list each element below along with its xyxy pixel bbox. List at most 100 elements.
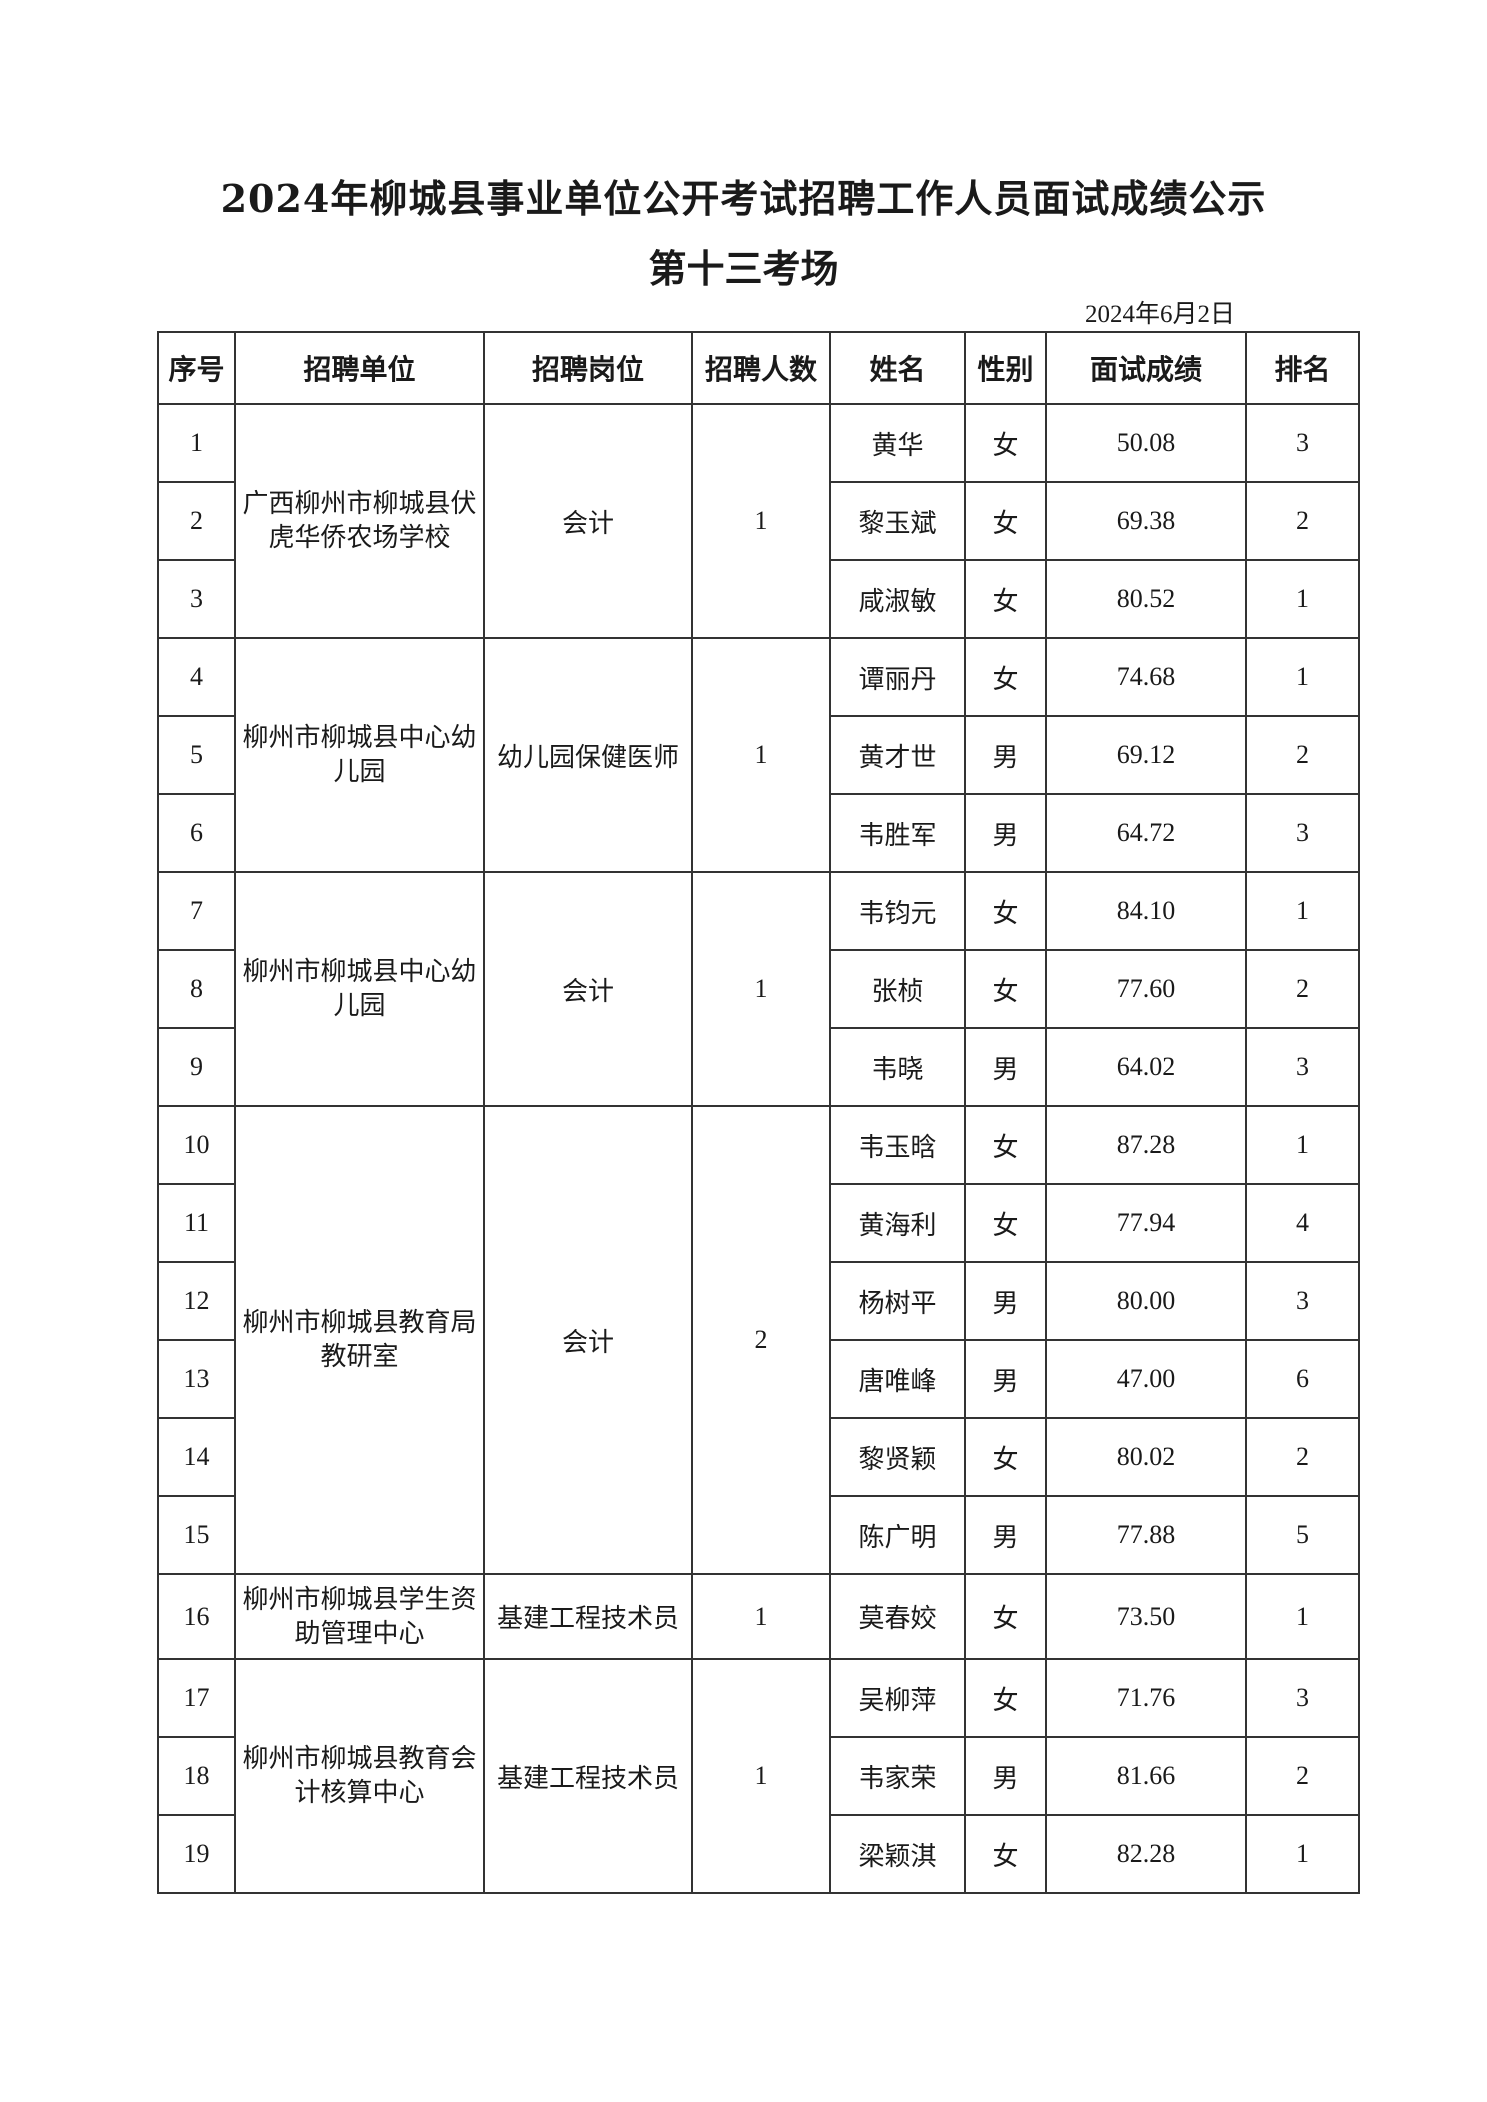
- score-cell: 50.08: [1045, 403, 1247, 483]
- rank-cell: 4: [1245, 1183, 1360, 1263]
- rank-cell: 1: [1245, 1573, 1360, 1660]
- rank-cell: 3: [1245, 793, 1360, 873]
- rank-cell: 3: [1245, 403, 1360, 483]
- name-cell: 韦胜军: [829, 793, 966, 873]
- name-cell: 黄才世: [829, 715, 966, 795]
- post-cell: 基建工程技术员: [483, 1573, 693, 1660]
- gender-cell: 女: [964, 1105, 1047, 1185]
- gender-cell: 男: [964, 1027, 1047, 1107]
- name-cell: 黄华: [829, 403, 966, 483]
- column-header: 性别: [964, 331, 1047, 405]
- rank-cell: 1: [1245, 871, 1360, 951]
- gender-cell: 女: [964, 637, 1047, 717]
- score-cell: 87.28: [1045, 1105, 1247, 1185]
- serial-number-cell: 5: [157, 715, 236, 795]
- gender-cell: 男: [964, 793, 1047, 873]
- table-row: 7 柳州市柳城县中心幼儿园 会计 1 韦钧元女 84.10 1: [157, 871, 1360, 1107]
- table-row: 18 韦家荣男 81.66 2: [157, 1736, 1360, 1816]
- score-cell: 69.38: [1045, 481, 1247, 561]
- name-cell: 韦钧元: [829, 871, 966, 951]
- serial-number-cell: 18: [157, 1736, 236, 1816]
- serial-number-cell: 9: [157, 1027, 236, 1107]
- name-cell: 韦家荣: [829, 1736, 966, 1816]
- serial-number-cell: 4: [157, 637, 236, 717]
- name-cell: 黎玉斌: [829, 481, 966, 561]
- gender-cell: 女: [964, 1417, 1047, 1497]
- table-row: 16 柳州市柳城县学生资助管理中心 基建工程技术员 1 莫春姣女 73.50 1: [157, 1573, 1360, 1660]
- table-row: 15 陈广明男 77.88 5: [157, 1495, 1360, 1575]
- table-row: 2 黎玉斌女 69.38 2: [157, 481, 1360, 561]
- gender-cell: 女: [964, 1658, 1047, 1738]
- score-cell: 69.12: [1045, 715, 1247, 795]
- gender-cell: 男: [964, 1261, 1047, 1341]
- table-row: 19 梁颖淇女 82.28 1: [157, 1814, 1360, 1894]
- gender-cell: 男: [964, 1495, 1047, 1575]
- column-header: 姓名: [829, 331, 966, 405]
- hire-count-cell: 2: [691, 1105, 831, 1575]
- name-cell: 陈广明: [829, 1495, 966, 1575]
- column-header: 面试成绩: [1045, 331, 1247, 405]
- rank-cell: 3: [1245, 1027, 1360, 1107]
- name-cell: 吴柳萍: [829, 1658, 966, 1738]
- table-row: 17 柳州市柳城县教育会计核算中心 基建工程技术员 1 吴柳萍女 71.76 3: [157, 1658, 1360, 1894]
- table-row: 4 柳州市柳城县中心幼儿园 幼儿园保健医师 1 谭丽丹女 74.68 1: [157, 637, 1360, 873]
- hire-count-cell: 1: [691, 871, 831, 1107]
- rank-cell: 2: [1245, 481, 1360, 561]
- name-cell: 黎贤颖: [829, 1417, 966, 1497]
- score-cell: 77.94: [1045, 1183, 1247, 1263]
- serial-number-cell: 8: [157, 949, 236, 1029]
- rank-cell: 2: [1245, 949, 1360, 1029]
- score-cell: 74.68: [1045, 637, 1247, 717]
- serial-number-cell: 6: [157, 793, 236, 873]
- publish-date: 2024年6月2日: [1084, 301, 1235, 328]
- table-row: 9 韦晓男 64.02 3: [157, 1027, 1360, 1107]
- score-cell: 80.00: [1045, 1261, 1247, 1341]
- table-row: 13 唐唯峰男 47.00 6: [157, 1339, 1360, 1419]
- table-row: 5 黄才世男 69.12 2: [157, 715, 1360, 795]
- score-cell: 84.10: [1045, 871, 1247, 951]
- rank-cell: 1: [1245, 1105, 1360, 1185]
- serial-number-cell: 12: [157, 1261, 236, 1341]
- gender-cell: 男: [964, 715, 1047, 795]
- table-row: 6 韦胜军男 64.72 3: [157, 793, 1360, 873]
- table-header-row: 序号 招聘单位 招聘岗位 招聘人数 姓名 性别 面试成绩 排名: [157, 331, 1360, 405]
- serial-number-cell: 10: [157, 1105, 236, 1185]
- score-cell: 47.00: [1045, 1339, 1247, 1419]
- serial-number-cell: 1: [157, 403, 236, 483]
- score-cell: 77.60: [1045, 949, 1247, 1029]
- page-subtitle: 第十三考场: [648, 246, 839, 291]
- table-row: 3 咸淑敏女 80.52 1: [157, 559, 1360, 639]
- gender-cell: 男: [964, 1736, 1047, 1816]
- rank-cell: 2: [1245, 1736, 1360, 1816]
- post-cell: 会计: [483, 871, 693, 1107]
- post-cell: 幼儿园保健医师: [483, 637, 693, 873]
- rank-cell: 6: [1245, 1339, 1360, 1419]
- serial-number-cell: 3: [157, 559, 236, 639]
- rank-cell: 3: [1245, 1658, 1360, 1738]
- gender-cell: 女: [964, 403, 1047, 483]
- name-cell: 咸淑敏: [829, 559, 966, 639]
- results-table: 序号 招聘单位 招聘岗位 招聘人数 姓名 性别 面试成绩 排名 1 广西柳州市柳城县伏虎华侨农场…: [157, 331, 1360, 1894]
- post-cell: 会计: [483, 1105, 693, 1575]
- score-cell: 81.66: [1045, 1736, 1247, 1816]
- gender-cell: 女: [964, 949, 1047, 1029]
- post-cell: 会计: [483, 403, 693, 639]
- unit-cell: 柳州市柳城县教育局教研室: [234, 1105, 485, 1575]
- page-title: 2024年柳城县事业单位公开考试招聘工作人员面试成绩公示: [220, 176, 1267, 221]
- column-header: 招聘岗位: [483, 331, 693, 405]
- score-cell: 80.02: [1045, 1417, 1247, 1497]
- unit-cell: 广西柳州市柳城县伏虎华侨农场学校: [234, 403, 485, 639]
- unit-cell: 柳州市柳城县学生资助管理中心: [234, 1573, 485, 1660]
- table-row: 12 杨树平男 80.00 3: [157, 1261, 1360, 1341]
- serial-number-cell: 19: [157, 1814, 236, 1894]
- score-cell: 71.76: [1045, 1658, 1247, 1738]
- name-cell: 谭丽丹: [829, 637, 966, 717]
- name-cell: 唐唯峰: [829, 1339, 966, 1419]
- gender-cell: 女: [964, 871, 1047, 951]
- hire-count-cell: 1: [691, 1573, 831, 1660]
- serial-number-cell: 16: [157, 1573, 236, 1660]
- name-cell: 韦晓: [829, 1027, 966, 1107]
- score-cell: 64.72: [1045, 793, 1247, 873]
- hire-count-cell: 1: [691, 637, 831, 873]
- score-cell: 82.28: [1045, 1814, 1247, 1894]
